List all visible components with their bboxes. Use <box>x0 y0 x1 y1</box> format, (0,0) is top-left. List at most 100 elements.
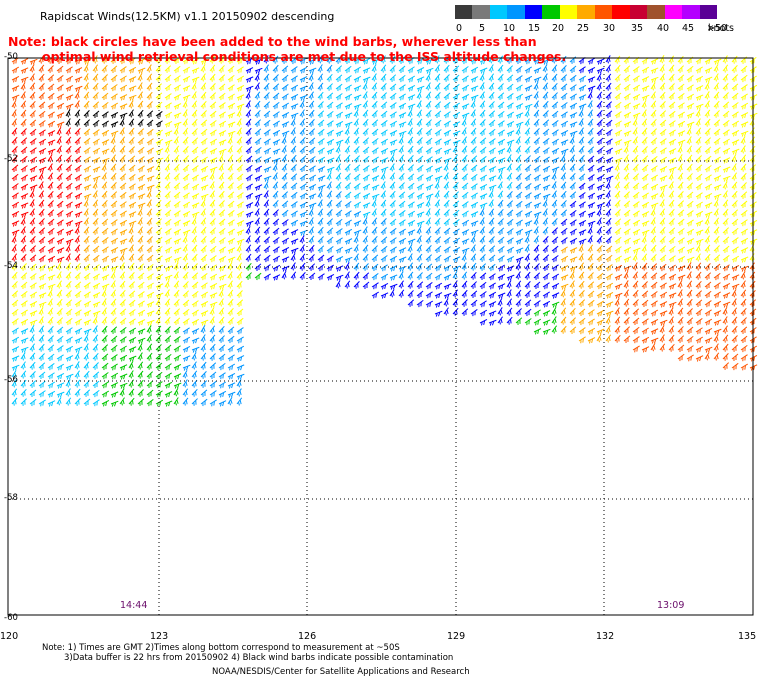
wind-barb <box>263 129 271 137</box>
wind-barb <box>407 299 415 307</box>
wind-barb <box>488 291 497 299</box>
wind-barb <box>443 101 451 110</box>
wind-barb <box>20 137 28 145</box>
wind-barb <box>497 283 506 290</box>
wind-barb <box>488 73 495 82</box>
wind-barb <box>578 136 585 145</box>
wind-barb <box>632 326 640 335</box>
wind-barb <box>326 73 333 82</box>
wind-barb <box>740 326 748 334</box>
wind-barb <box>209 138 218 146</box>
wind-barb <box>209 255 217 263</box>
wind-barb <box>272 163 278 172</box>
wind-barb <box>722 362 730 370</box>
wind-barb <box>749 94 758 101</box>
wind-barb <box>92 245 100 254</box>
wind-barb <box>56 391 65 398</box>
wind-barb <box>209 73 216 82</box>
wind-barb <box>128 57 136 65</box>
wind-barb <box>272 101 280 110</box>
wind-barb <box>227 145 233 154</box>
wind-barb <box>92 181 98 190</box>
wind-barb <box>623 200 631 208</box>
wind-barb <box>659 334 665 343</box>
wind-barb <box>317 101 324 109</box>
wind-barb <box>704 226 710 235</box>
wind-barb <box>164 289 170 298</box>
wind-barb <box>578 290 585 298</box>
wind-barb <box>137 291 145 299</box>
wind-barb <box>596 291 604 299</box>
wind-barb <box>236 345 245 353</box>
wind-barb <box>470 100 476 109</box>
wind-barb <box>704 155 712 164</box>
wind-barb <box>227 372 236 380</box>
wind-barb <box>659 82 666 91</box>
wind-barb <box>362 109 369 118</box>
wind-barb <box>362 263 369 271</box>
wind-barb <box>38 227 46 235</box>
wind-barb <box>119 345 127 353</box>
wind-barb <box>173 65 181 74</box>
wind-barb <box>209 353 216 361</box>
wind-barb <box>11 336 20 344</box>
wind-barb <box>110 247 119 254</box>
wind-barb <box>623 56 630 64</box>
wind-barb <box>389 139 398 146</box>
wind-barb <box>434 129 442 137</box>
wind-barb <box>542 58 551 65</box>
wind-barb <box>596 309 605 317</box>
wind-barb <box>497 255 505 263</box>
wind-barb <box>29 310 38 317</box>
wind-barb <box>218 209 226 217</box>
wind-barb <box>38 73 45 82</box>
wind-barb <box>614 283 623 290</box>
legend-swatch <box>507 5 525 19</box>
wind-barb <box>11 220 20 227</box>
wind-barb <box>173 298 180 307</box>
wind-barb <box>578 229 587 236</box>
wind-barb <box>326 255 334 263</box>
wind-barb <box>20 128 27 136</box>
wind-barb <box>182 235 188 244</box>
wind-barb <box>641 100 647 109</box>
wind-barb <box>308 165 316 173</box>
wind-barb <box>92 157 101 164</box>
wind-barb <box>155 381 163 389</box>
wind-barb <box>92 389 100 398</box>
wind-barb <box>29 119 37 127</box>
wind-barb <box>92 371 100 379</box>
wind-barb <box>704 165 712 173</box>
wind-barb <box>578 164 586 172</box>
wind-barb <box>695 210 704 218</box>
wind-barb <box>11 85 20 92</box>
wind-barb <box>731 246 739 254</box>
time-label-left: 14:44 <box>120 600 148 611</box>
wind-barb <box>362 165 370 173</box>
wind-barb <box>146 291 155 299</box>
wind-barb <box>236 136 243 145</box>
wind-barb <box>506 139 515 146</box>
wind-barb <box>434 64 440 73</box>
wind-barb <box>749 253 755 262</box>
wind-barb <box>254 263 262 271</box>
wind-barb <box>398 154 405 163</box>
wind-barb <box>596 319 605 326</box>
wind-barb <box>542 128 550 137</box>
wind-barb <box>695 327 703 335</box>
wind-barb <box>218 362 226 371</box>
wind-barb <box>515 121 524 128</box>
wind-barb <box>641 235 647 244</box>
wind-barb <box>119 388 125 397</box>
wind-barb <box>686 262 692 271</box>
wind-barb <box>56 317 64 325</box>
wind-barb <box>686 121 695 128</box>
wind-barb <box>308 202 317 209</box>
wind-barb <box>290 210 298 218</box>
wind-barb <box>443 172 449 181</box>
wind-barb <box>497 246 505 254</box>
wind-barb <box>488 101 495 109</box>
wind-barb <box>515 191 523 200</box>
wind-barb <box>488 254 496 263</box>
wind-barb <box>371 64 377 73</box>
